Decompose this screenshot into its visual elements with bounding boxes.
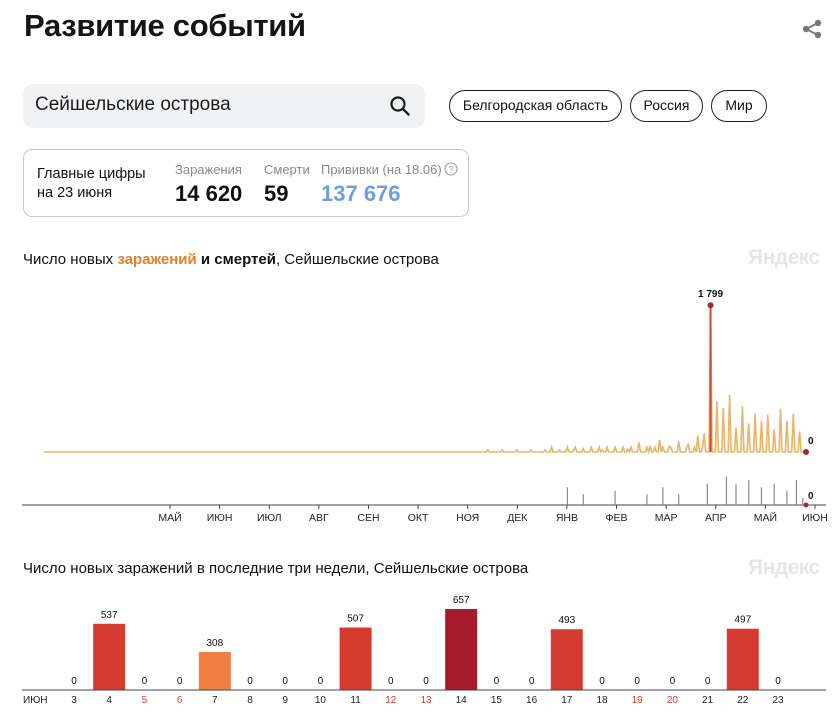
day-label: 3 <box>71 695 77 706</box>
main-stats-card: Главные цифры на 23 июня Заражения 14 62… <box>23 149 469 217</box>
bar <box>445 609 478 690</box>
region-chip-belgorod[interactable]: Белгородская область <box>449 90 622 122</box>
stats-heading-date: на 23 июня <box>37 185 113 201</box>
search-input-value[interactable]: Сейшельские острова <box>35 94 231 115</box>
svg-text:?: ? <box>448 165 453 175</box>
day-label: 22 <box>737 695 749 706</box>
bar-value-label: 537 <box>101 610 118 621</box>
month-label: НОЯ <box>456 512 479 524</box>
month-label: МАЙ <box>158 511 181 524</box>
bar-value-label: 0 <box>670 676 676 687</box>
month-label: ИЮН <box>802 512 828 524</box>
region-search-field[interactable]: Сейшельские острова <box>23 84 425 128</box>
bar-value-label: 0 <box>142 676 148 687</box>
month-label: АВГ <box>309 512 329 524</box>
day-label: 12 <box>385 695 397 706</box>
day-label: 21 <box>702 695 714 706</box>
peak-point <box>707 302 714 309</box>
bar-value-label: 0 <box>71 676 77 687</box>
yandex-watermark: Яндекс <box>748 556 820 579</box>
bar-value-label: 497 <box>734 615 751 626</box>
day-label: 19 <box>632 695 644 706</box>
bar-value-label: 657 <box>453 595 470 606</box>
bar-value-label: 0 <box>705 676 711 687</box>
month-label: ОКТ <box>408 512 429 524</box>
month-label: МАР <box>655 512 678 524</box>
page-title: Развитие событий <box>24 8 306 43</box>
month-label: СЕН <box>357 512 379 524</box>
month-label: ИЮН <box>23 695 48 706</box>
day-label: 13 <box>420 695 432 706</box>
day-label: 23 <box>772 695 784 706</box>
bar <box>726 628 759 690</box>
month-label: ДЕК <box>507 512 528 524</box>
month-label: ЯНВ <box>556 512 578 524</box>
month-label: ИЮЛ <box>257 512 282 524</box>
bar-value-label: 0 <box>247 676 253 687</box>
region-chip-world[interactable]: Мир <box>711 90 767 122</box>
bar <box>198 652 231 690</box>
cases-area <box>44 305 806 452</box>
question-icon[interactable]: ? <box>444 162 458 176</box>
cases-label: Заражения <box>175 162 242 177</box>
month-label: ИЮН <box>207 512 233 524</box>
day-label: 15 <box>491 695 503 706</box>
stats-heading-line1: Главные цифры <box>37 166 146 182</box>
deaths-label: Смерти <box>264 162 310 177</box>
bar-value-label: 0 <box>599 676 605 687</box>
peak-label: 1 799 <box>698 289 723 300</box>
region-chip-russia[interactable]: Россия <box>630 90 703 122</box>
day-label: 16 <box>526 695 538 706</box>
day-label: 11 <box>350 695 361 706</box>
day-label: 4 <box>106 695 112 706</box>
share-icon[interactable] <box>801 18 823 40</box>
bar <box>339 627 372 690</box>
bar-value-label: 0 <box>177 676 183 687</box>
last-deaths-point <box>803 502 809 508</box>
bar-value-label: 0 <box>529 676 535 687</box>
bar-value-label: 0 <box>775 676 781 687</box>
month-label: МАЙ <box>754 511 777 524</box>
day-label: 5 <box>142 695 148 706</box>
day-label: 7 <box>212 695 218 706</box>
day-label: 17 <box>561 695 573 706</box>
search-icon[interactable] <box>389 95 411 117</box>
day-label: 18 <box>596 695 608 706</box>
month-label: ФЕВ <box>606 512 628 524</box>
bar-value-label: 507 <box>347 613 364 624</box>
bar <box>93 623 126 690</box>
bar-value-label: 493 <box>558 615 575 626</box>
chart2-title: Число новых заражений в последние три не… <box>23 560 529 577</box>
last-cases-label: 0 <box>808 436 814 447</box>
day-label: 20 <box>667 695 679 706</box>
cases-value: 14 620 <box>175 181 243 206</box>
bar-value-label: 0 <box>634 676 640 687</box>
day-label: 6 <box>177 695 183 706</box>
deaths-value: 59 <box>264 181 289 206</box>
bar-value-label: 308 <box>206 638 223 649</box>
chart1-title: Число новых заражений и смертей, Сейшель… <box>23 251 439 268</box>
bar-value-label: 0 <box>494 676 500 687</box>
bar-value-label: 0 <box>388 676 394 687</box>
last-deaths-label: 0 <box>808 491 814 502</box>
cases-line <box>44 305 806 455</box>
day-label: 8 <box>247 695 253 706</box>
bar <box>550 629 583 690</box>
bar-value-label: 0 <box>282 676 288 687</box>
vaccinations-value: 137 676 <box>321 181 401 206</box>
bar-value-label: 0 <box>423 676 429 687</box>
day-label: 10 <box>315 695 327 706</box>
last-cases-point <box>803 449 809 455</box>
day-label: 14 <box>456 695 468 706</box>
bar-value-label: 0 <box>318 676 324 687</box>
vaccinations-label: Прививки (на 18.06) <box>321 162 442 177</box>
day-label: 9 <box>282 695 288 706</box>
month-label: АПР <box>705 512 726 524</box>
yandex-watermark: Яндекс <box>748 246 820 269</box>
